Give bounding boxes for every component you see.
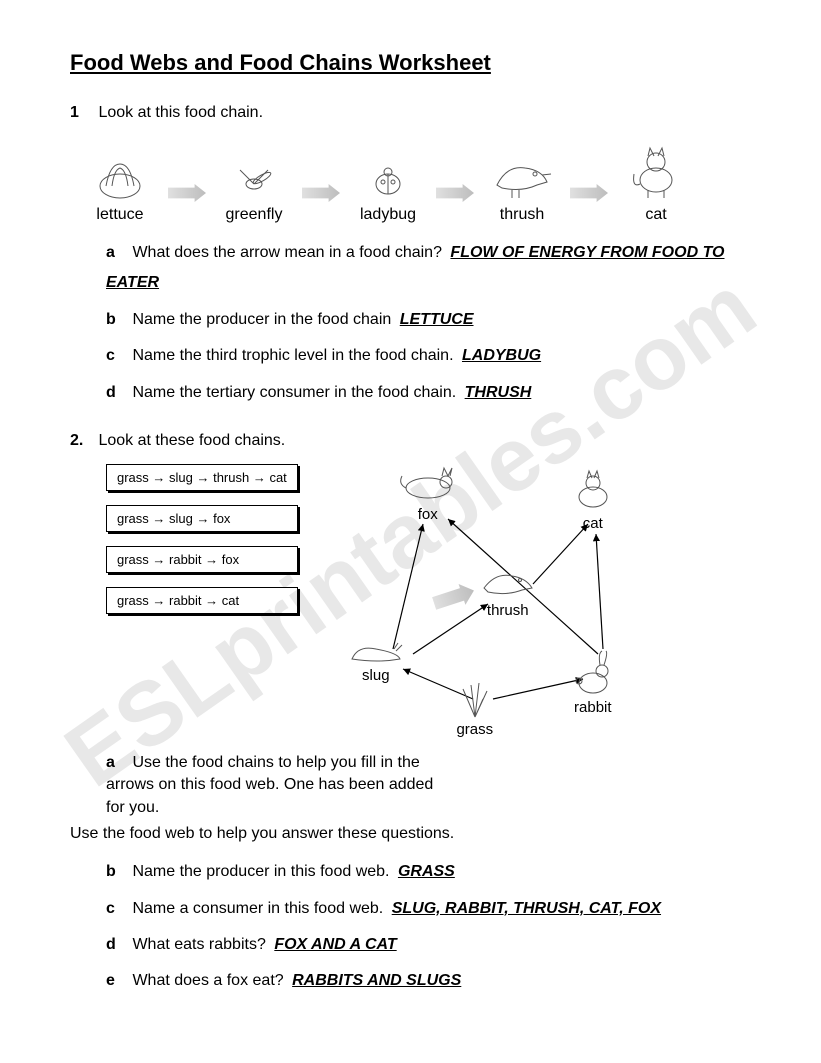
web-node-thrush: thrush [478,564,538,619]
chain-box: grass → slug → fox [106,505,298,532]
fox-icon [398,464,458,504]
q2c: c Name a consumer in this food web. SLUG… [106,894,761,924]
node-label: fox [398,506,458,523]
sub-question: Name the tertiary consumer in the food c… [132,384,456,401]
given-arrow-icon [430,580,477,614]
web-node-fox: fox [398,464,458,523]
q2b: b Name the producer in this food web. GR… [106,857,761,887]
question-1: 1 Look at this food chain. lettuce green… [70,104,761,408]
q2-number: 2. [70,432,94,450]
greenfly-icon [214,140,294,200]
content: Food Webs and Food Chains Worksheet 1 Lo… [70,50,761,997]
slug-icon [348,639,404,665]
chain-item-greenfly: greenfly [214,140,294,224]
node-label: cat [568,515,618,532]
thrush-icon [482,140,562,200]
sub-question: Name the producer in the food chain [132,311,391,328]
sub-answer: RABBITS AND SLUGS [288,972,461,989]
hint-text: Use the food chains to help you fill in … [106,754,433,816]
q2e: e What does a fox eat? RABBITS AND SLUGS [106,966,761,996]
sub-question: What does the arrow mean in a food chain… [132,244,442,261]
chain-box-list: grass → slug → thrush → cat grass → slug… [106,464,298,614]
chains-and-web: grass → slug → thrush → cat grass → slug… [106,464,761,744]
chain-label: cat [616,206,696,224]
q2-subquestions: b Name the producer in this food web. GR… [106,857,761,997]
sub-question: Name the third trophic level in the food… [132,347,453,364]
chain-box: grass → rabbit → cat [106,587,298,614]
arrow-icon [168,184,206,202]
cat-icon [568,469,618,513]
sub-letter: d [106,930,128,960]
web-node-rabbit: rabbit [568,649,618,716]
q1b: b Name the producer in the food chain LE… [106,305,761,335]
chain-item-thrush: thrush [482,140,562,224]
sub-question: Name a consumer in this food web. [132,900,383,917]
chain-label: greenfly [214,206,294,224]
food-chain-row: lettuce greenfly ladybug [80,140,761,224]
chain-label: ladybug [348,206,428,224]
sub-answer: FOX AND A CAT [270,936,396,953]
page-title: Food Webs and Food Chains Worksheet [70,50,761,76]
node-label: thrush [478,602,538,619]
food-web-diagram: fox cat thrush slug [318,464,648,744]
sub-answer: SLUG, RABBIT, THRUSH, CAT, FOX [388,900,661,917]
q1-subquestions: a What does the arrow mean in a food cha… [106,238,761,408]
q1d: d Name the tertiary consumer in the food… [106,378,761,408]
node-label: slug [348,667,404,684]
q2-prompt: Look at these food chains. [98,432,285,449]
chain-label: thrush [482,206,562,224]
sub-question: What does a fox eat? [132,972,283,989]
q2a-hint: a Use the food chains to help you fill i… [106,752,446,819]
web-node-grass: grass [453,679,497,738]
sub-letter: c [106,341,128,371]
sub-answer: GRASS [394,863,455,880]
ladybug-icon [348,140,428,200]
arrow-icon [436,184,474,202]
sub-answer: LETTUCE [396,311,474,328]
sub-answer: LADYBUG [458,347,541,364]
sub-letter: a [106,752,128,774]
grass-icon [453,679,497,719]
q1c: c Name the third trophic level in the fo… [106,341,761,371]
chain-box: grass → slug → thrush → cat [106,464,298,491]
sub-letter: b [106,857,128,887]
sub-question: What eats rabbits? [132,936,265,953]
q1-prompt: Look at this food chain. [98,104,263,121]
thrush-icon [478,564,538,600]
q1a: a What does the arrow mean in a food cha… [106,238,761,299]
lettuce-icon [80,140,160,200]
question-2: 2. Look at these food chains. grass → sl… [70,432,761,997]
sub-letter: b [106,305,128,335]
q2d: d What eats rabbits? FOX AND A CAT [106,930,761,960]
chain-item-ladybug: ladybug [348,140,428,224]
node-label: rabbit [568,699,618,716]
chain-item-lettuce: lettuce [80,140,160,224]
arrow-icon [570,184,608,202]
sub-letter: e [106,966,128,996]
arrow-icon [302,184,340,202]
q1-number: 1 [70,104,94,122]
web-node-slug: slug [348,639,404,684]
rabbit-icon [568,649,618,697]
sub-answer: THRUSH [461,384,532,401]
sub-letter: d [106,378,128,408]
web-node-cat: cat [568,469,618,532]
chain-label: lettuce [80,206,160,224]
sub-question: Name the producer in this food web. [132,863,389,880]
chain-item-cat: cat [616,140,696,224]
node-label: grass [453,721,497,738]
worksheet-page: ESLprintables.com Food Webs and Food Cha… [0,0,821,1063]
sub-letter: c [106,894,128,924]
chain-box: grass → rabbit → fox [106,546,298,573]
q2-instruction: Use the food web to help you answer thes… [70,825,761,843]
sub-letter: a [106,238,128,268]
cat-icon [616,140,696,200]
